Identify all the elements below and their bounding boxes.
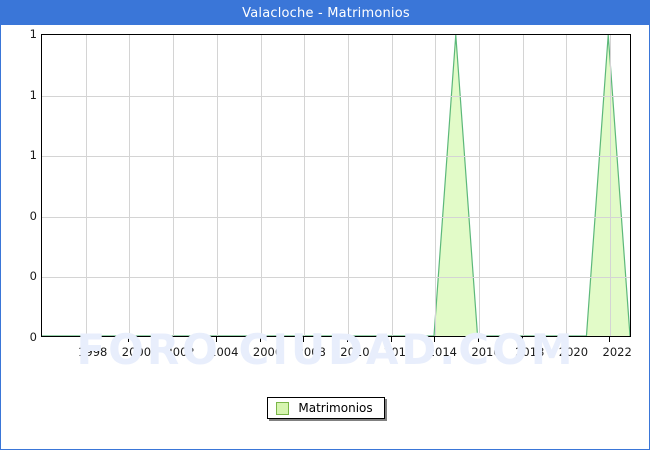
plot-area — [41, 34, 631, 337]
legend: Matrimonios — [1, 397, 649, 419]
y-axis-tick-label: 1 — [29, 27, 37, 41]
x-axis-tick-mark — [609, 337, 611, 342]
x-axis-tick-label: 2000 — [121, 345, 152, 359]
x-axis-tick-mark — [478, 337, 480, 342]
x-axis-tick-mark — [215, 337, 217, 342]
gridline-vertical — [347, 35, 349, 336]
gridline-horizontal — [42, 156, 630, 158]
x-axis-tick-label: 2014 — [427, 345, 457, 359]
x-axis-tick-label: 2010 — [340, 345, 370, 359]
gridline-vertical — [566, 35, 568, 336]
x-axis-tick-mark — [172, 337, 174, 342]
y-axis-tick-label: 1 — [29, 148, 37, 163]
window-title-bar: Valacloche - Matrimonios — [1, 1, 649, 25]
x-axis-tick-label: 1998 — [78, 345, 108, 359]
x-axis-tick-mark — [434, 337, 436, 342]
x-axis-tick-mark — [565, 337, 567, 342]
x-axis-tick-label: 2020 — [558, 345, 589, 359]
gridline-vertical — [610, 35, 612, 336]
x-axis-tick-mark — [303, 337, 305, 342]
gridline-vertical — [391, 35, 393, 336]
y-axis-tick-label: 0 — [29, 269, 37, 284]
gridline-vertical — [435, 35, 437, 336]
x-axis-tick-label: 2016 — [471, 345, 501, 359]
gridline-vertical — [304, 35, 306, 336]
x-axis-tick-label: 2018 — [515, 345, 545, 359]
gridline-horizontal — [42, 277, 630, 279]
x-axis-tick-mark — [84, 337, 86, 342]
gridline-vertical — [85, 35, 87, 336]
x-axis-tick-label: 2006 — [252, 345, 283, 359]
gridline-horizontal — [42, 216, 630, 218]
x-axis-ticks — [41, 337, 631, 343]
x-axis-tick-mark — [259, 337, 261, 342]
page-title: Valacloche - Matrimonios — [242, 5, 410, 21]
x-axis-tick-label: 2004 — [209, 345, 239, 359]
x-axis-tick-label: 2008 — [296, 345, 326, 359]
x-axis-labels: 1998 2000 2002 2004 2006 2008 2010 2012 2014 2016… — [41, 345, 632, 361]
x-axis-tick-mark — [128, 337, 130, 342]
plot-wrapper: 1 1 1 0 0 0 1998 2000 2002 2004 2006 2008 2010 2012 2… — [1, 25, 649, 449]
gridline-vertical — [216, 35, 218, 336]
gridline-vertical — [260, 35, 262, 336]
y-axis-tick-label: 0 — [29, 208, 37, 223]
y-axis: 1 1 1 0 0 0 — [1, 27, 37, 344]
gridline-horizontal — [42, 95, 630, 97]
legend-box[interactable]: Matrimonios — [267, 397, 385, 419]
x-axis-tick-label: 2002 — [165, 345, 195, 359]
x-axis-tick-label: 2012 — [383, 345, 414, 359]
x-axis-tick-mark — [346, 337, 348, 342]
gridline-vertical — [173, 35, 175, 336]
legend-swatch-matrimonios — [276, 401, 290, 415]
gridline-vertical — [522, 35, 524, 336]
x-axis-tick-mark — [390, 337, 392, 342]
x-axis-tick-mark — [521, 337, 523, 342]
legend-label-matrimonios: Matrimonios — [298, 401, 373, 415]
gridline-vertical — [129, 35, 131, 336]
y-axis-tick-label: 1 — [29, 87, 37, 102]
y-axis-tick-label: 0 — [29, 330, 37, 344]
x-axis-tick-label: 2022 — [602, 345, 632, 359]
gridline-vertical — [479, 35, 481, 336]
